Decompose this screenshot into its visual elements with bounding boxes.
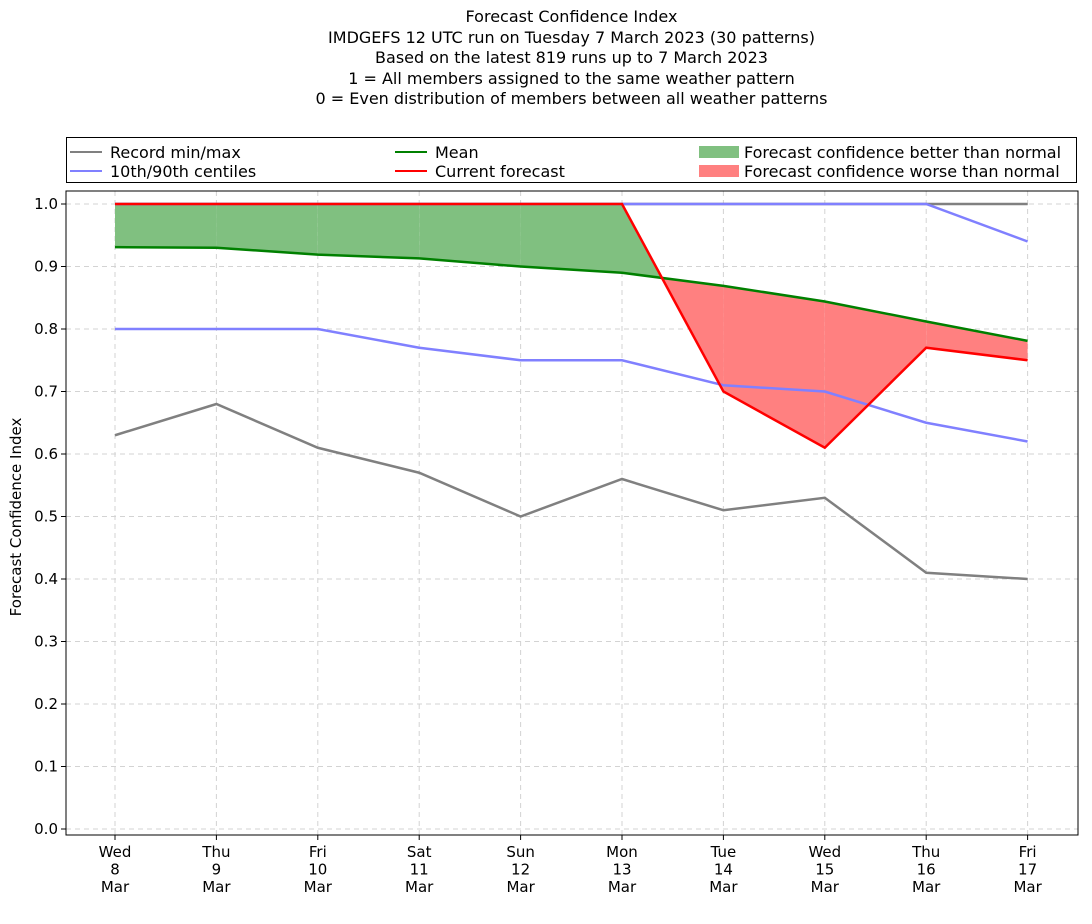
x-tick-label: Mar bbox=[608, 878, 637, 896]
legend-swatch-centiles bbox=[70, 170, 102, 172]
x-tick-label: 13 bbox=[612, 861, 631, 879]
legend-label-centiles: 10th/90th centiles bbox=[110, 161, 257, 181]
legend-swatch-worse bbox=[699, 165, 739, 177]
legend-item-worse: Forecast confidence worse than normal bbox=[699, 161, 1060, 181]
x-tick-label: 14 bbox=[714, 861, 733, 879]
legend-label-mean: Mean bbox=[435, 142, 479, 162]
legend-item-centiles: 10th/90th centiles bbox=[70, 161, 257, 181]
x-tick-label: Sat bbox=[407, 843, 432, 861]
title-line-2: IMDGEFS 12 UTC run on Tuesday 7 March 20… bbox=[328, 27, 815, 47]
x-tick-label: Mar bbox=[101, 878, 130, 896]
x-tick-label: Thu bbox=[911, 843, 940, 861]
legend-label-better: Forecast confidence better than normal bbox=[744, 142, 1062, 162]
x-tick-label: 12 bbox=[511, 861, 530, 879]
x-tick-label: Fri bbox=[1019, 843, 1037, 861]
x-tick-label: 16 bbox=[917, 861, 936, 879]
legend-label-current: Current forecast bbox=[435, 161, 565, 181]
title-line-5: 0 = Even distribution of members between… bbox=[315, 89, 828, 109]
y-tick-label: 1.0 bbox=[34, 195, 58, 213]
y-tick-label: 0.0 bbox=[34, 820, 58, 838]
y-tick-label: 0.4 bbox=[34, 570, 58, 588]
title-line-4: 1 = All members assigned to the same wea… bbox=[348, 68, 795, 88]
x-tick-label: 11 bbox=[410, 861, 429, 879]
better-than-normal-area bbox=[317, 204, 420, 259]
legend-item-record: Record min/max bbox=[70, 142, 241, 162]
x-tick-label: Mar bbox=[405, 878, 434, 896]
x-tick-label: Mar bbox=[709, 878, 738, 896]
x-tick-label: Mon bbox=[606, 843, 638, 861]
legend-item-mean: Mean bbox=[395, 142, 479, 162]
series-lines bbox=[114, 202, 1029, 581]
x-tick-label: Mar bbox=[811, 878, 840, 896]
x-tick-label: Mar bbox=[912, 878, 941, 896]
x-tick-label: 10 bbox=[308, 861, 327, 879]
y-tick-label: 0.1 bbox=[34, 758, 58, 776]
y-tick-label: 0.6 bbox=[34, 445, 58, 463]
better-than-normal-area bbox=[115, 204, 217, 248]
worse-than-normal-area bbox=[824, 301, 927, 448]
y-tick-label: 0.9 bbox=[34, 258, 58, 276]
legend: Record min/max 10th/90th centiles Mean C… bbox=[66, 137, 1077, 183]
plot-frame bbox=[65, 190, 1079, 836]
y-tick-label: 0.8 bbox=[34, 320, 58, 338]
x-tick-label: 9 bbox=[212, 861, 222, 879]
y-axis-label: Forecast Confidence Index bbox=[7, 418, 25, 617]
y-tick-label: 0.3 bbox=[34, 633, 58, 651]
legend-swatch-mean bbox=[395, 151, 427, 153]
grid bbox=[66, 191, 1078, 835]
x-tick-label: 15 bbox=[815, 861, 834, 879]
legend-swatch-current bbox=[395, 170, 427, 172]
better-than-normal-area bbox=[520, 204, 622, 273]
x-tick-label: Wed bbox=[99, 843, 132, 861]
legend-label-record: Record min/max bbox=[110, 142, 241, 162]
title-line-3: Based on the latest 819 runs up to 7 Mar… bbox=[375, 48, 768, 68]
better-than-normal-area bbox=[216, 204, 318, 255]
x-tick-label: Mar bbox=[506, 878, 535, 896]
legend-swatch-better bbox=[699, 146, 739, 158]
chart-title: Forecast Confidence Index IMDGEFS 12 UTC… bbox=[0, 7, 1092, 110]
x-tick-label: Mar bbox=[202, 878, 231, 896]
legend-item-better: Forecast confidence better than normal bbox=[699, 142, 1062, 162]
record-min-line bbox=[114, 402, 1028, 581]
x-tick-label: 8 bbox=[110, 861, 120, 879]
y-tick-label: 0.2 bbox=[34, 695, 58, 713]
legend-swatch-record bbox=[70, 151, 102, 153]
x-tick-label: Thu bbox=[201, 843, 230, 861]
worse-than-normal-area bbox=[723, 285, 825, 448]
axes: 0.00.10.20.30.40.50.60.70.80.91.0Wed8Mar… bbox=[34, 190, 1079, 896]
title-line-1: Forecast Confidence Index bbox=[465, 7, 678, 26]
x-tick-label: Wed bbox=[808, 843, 841, 861]
y-tick-label: 0.5 bbox=[34, 508, 58, 526]
y-tick-label: 0.7 bbox=[34, 383, 58, 401]
x-tick-label: Fri bbox=[309, 843, 327, 861]
x-tick-label: Tue bbox=[710, 843, 737, 861]
better-than-normal-area bbox=[419, 204, 521, 267]
x-tick-label: Sun bbox=[506, 843, 535, 861]
p10-line bbox=[115, 327, 1028, 443]
current-forecast-line bbox=[115, 202, 1028, 450]
x-tick-label: Mar bbox=[304, 878, 333, 896]
legend-item-current: Current forecast bbox=[395, 161, 565, 181]
mean-line bbox=[114, 245, 1028, 343]
legend-label-worse: Forecast confidence worse than normal bbox=[744, 161, 1060, 181]
x-tick-label: 17 bbox=[1018, 861, 1037, 879]
x-tick-label: Mar bbox=[1013, 878, 1042, 896]
